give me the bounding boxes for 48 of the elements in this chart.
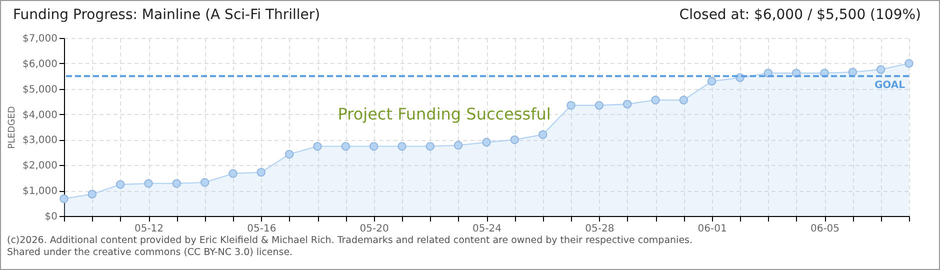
y-tick-label: $4,000 — [22, 110, 58, 121]
x-tick-label: 05-12 — [134, 224, 164, 234]
y-tick-label: $5,000 — [22, 84, 58, 96]
y-tick-label: $3,000 — [22, 135, 58, 146]
point — [313, 142, 322, 151]
point — [538, 130, 548, 139]
point — [369, 142, 378, 151]
point — [566, 101, 576, 110]
ref-line-label: GOAL — [874, 80, 906, 92]
point — [622, 100, 632, 108]
chart-title: Funding Progress: Mainline (A Sci-Fi Thriller) — [13, 7, 320, 25]
y-axis-title: PLEDGED — [8, 106, 18, 149]
point — [707, 76, 716, 86]
x-tick-label: 05-16 — [247, 224, 276, 234]
point — [116, 180, 125, 189]
x-tick-label: 05-24 — [472, 224, 502, 234]
x-tick-label: 05-20 — [360, 224, 389, 234]
y-tick-label: $1,000 — [22, 186, 58, 198]
point — [876, 65, 886, 74]
y-tick-label: $7,000 — [22, 34, 58, 44]
point — [228, 169, 238, 178]
point — [454, 140, 463, 150]
x-tick-label: 06-05 — [810, 224, 840, 234]
y-tick-label: $2,000 — [22, 160, 58, 172]
text: Shared under the creative commons (CC BY-NC 3.0) license. — [7, 247, 294, 259]
text: (c)2026. Additional content provided by Eric Kleifield & Michael Rich. Trademarks and related content are owned by their respective companies. — [7, 235, 694, 247]
y-tick-label: $6,000 — [22, 58, 58, 70]
point — [172, 179, 182, 188]
point — [594, 101, 604, 110]
point — [651, 96, 660, 104]
point — [510, 135, 520, 144]
point — [482, 138, 491, 147]
point — [144, 179, 153, 188]
x-tick-label: 06-01 — [698, 224, 727, 234]
point — [284, 150, 294, 159]
point — [904, 59, 914, 68]
point — [60, 194, 68, 204]
point — [341, 142, 350, 151]
point — [398, 142, 406, 151]
y-tick-label: $0 — [44, 212, 58, 222]
point — [200, 178, 210, 187]
point — [88, 190, 97, 198]
annotation: Project Funding Successful — [338, 104, 551, 124]
point — [679, 96, 688, 104]
point — [256, 168, 266, 177]
chart-subtitle: Closed at: $6,000 / $5,500 (109%) — [679, 7, 921, 25]
point — [426, 142, 435, 151]
x-tick-label: 05-28 — [585, 224, 614, 234]
